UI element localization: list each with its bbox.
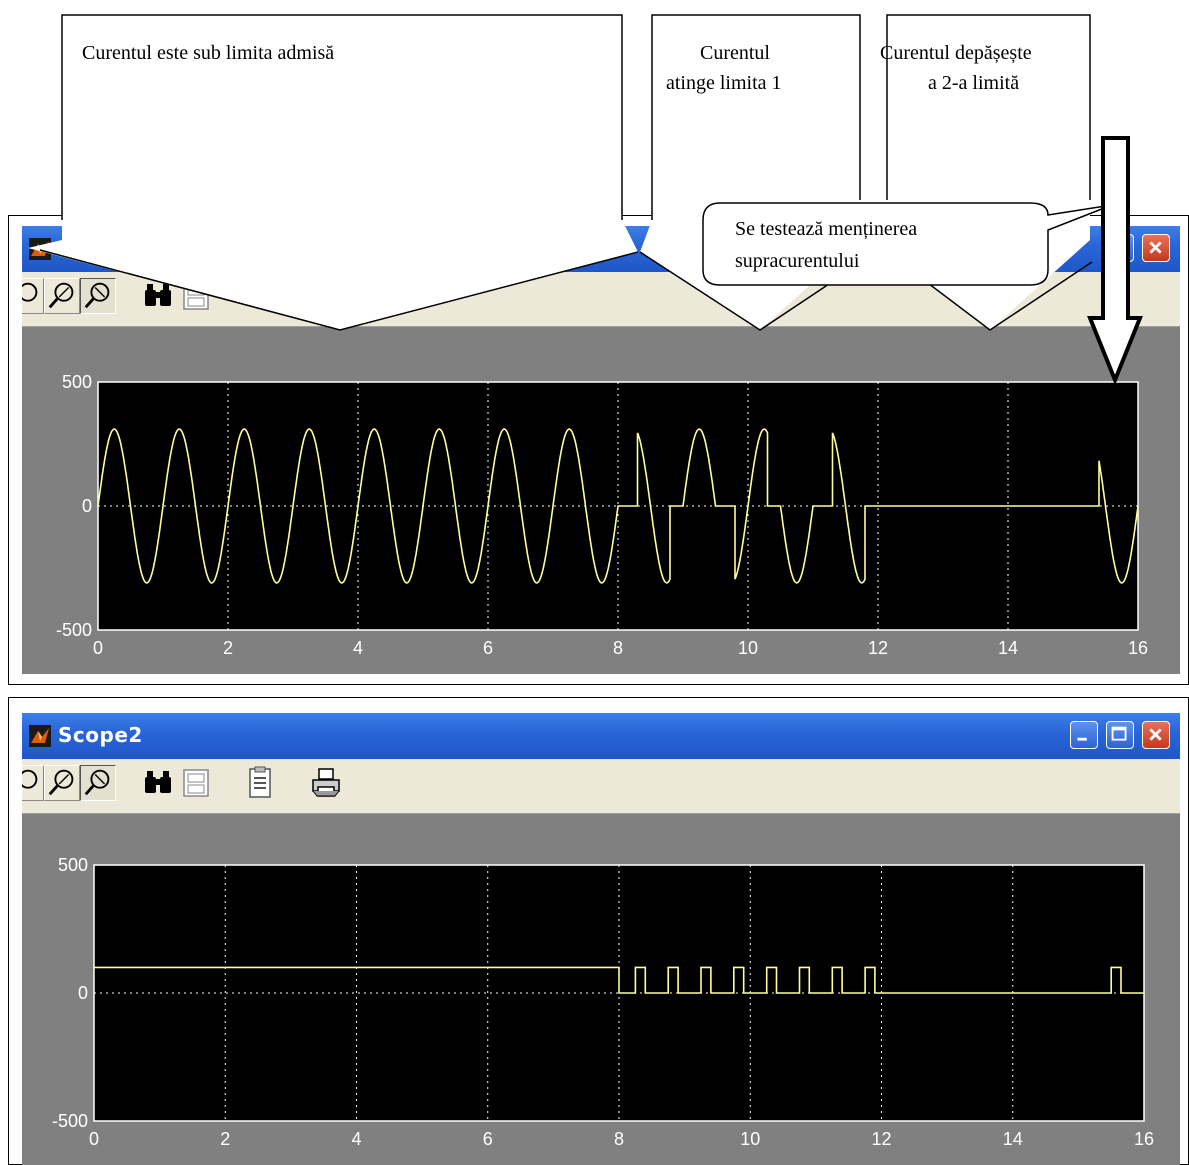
scope1-titlebar[interactable] xyxy=(22,226,1180,272)
minimize-icon xyxy=(1077,737,1087,741)
close-icon xyxy=(1149,241,1162,254)
zoom-button[interactable] xyxy=(22,765,44,801)
annotation-box2-line2: atinge limita 1 xyxy=(666,72,782,94)
minimize-button[interactable] xyxy=(1070,721,1098,749)
zoom-icon xyxy=(22,282,38,302)
x-tick-label: 14 xyxy=(998,638,1018,658)
autoscale-button[interactable] xyxy=(140,765,176,801)
zoom-y-icon xyxy=(84,769,110,796)
save-axes-icon xyxy=(183,769,209,797)
x-tick-label: 10 xyxy=(738,638,758,658)
print-icon xyxy=(312,768,340,797)
x-tick-label: 6 xyxy=(483,1129,493,1149)
x-tick-label: 16 xyxy=(1134,1129,1154,1149)
y-tick-label: -500 xyxy=(56,620,92,640)
y-tick-label: 0 xyxy=(78,983,88,1003)
annotation-box3-line1: Curentul depășește xyxy=(880,42,1032,64)
zoom-y-icon xyxy=(84,282,110,309)
annotation-box2-line1: Curentul xyxy=(700,42,770,64)
print-button[interactable] xyxy=(308,765,344,801)
parameters-button[interactable] xyxy=(242,765,278,801)
x-tick-label: 2 xyxy=(223,638,233,658)
zoom-icon xyxy=(22,769,38,789)
annotation-box1-text: Curentul este sub limita admisă xyxy=(82,42,335,64)
x-tick-label: 10 xyxy=(740,1129,760,1149)
close-button[interactable] xyxy=(1142,721,1170,749)
scope2-window: Scope2 0 2 4 6 8 10 xyxy=(22,713,1180,1165)
zoom-x-icon xyxy=(48,769,74,796)
scope1-window: 0 2 4 6 8 10 12 14 16 500 0 -500 xyxy=(22,226,1180,674)
binoculars-icon xyxy=(145,284,171,306)
minimize-button[interactable] xyxy=(1106,234,1134,262)
y-tick-label: 500 xyxy=(58,855,88,875)
scope1-toolbar xyxy=(22,272,1180,327)
x-tick-label: 4 xyxy=(351,1129,361,1149)
save-axes-button[interactable] xyxy=(178,278,214,314)
x-tick-label: 14 xyxy=(1003,1129,1023,1149)
zoom-x-button[interactable] xyxy=(44,765,80,801)
zoom-x-icon xyxy=(48,282,74,309)
x-tick-label: 12 xyxy=(868,638,888,658)
x-tick-label: 8 xyxy=(614,1129,624,1149)
matlab-logo-icon xyxy=(29,725,51,747)
close-icon xyxy=(1149,728,1162,741)
maximize-button[interactable] xyxy=(1106,721,1134,749)
maximize-icon xyxy=(1111,726,1127,741)
close-button[interactable] xyxy=(1142,234,1170,262)
x-tick-label: 12 xyxy=(871,1129,891,1149)
scope2-trace xyxy=(94,966,1144,994)
y-tick-label: -500 xyxy=(52,1111,88,1131)
callout-line2: supracurentului xyxy=(735,250,860,272)
zoom-button[interactable] xyxy=(22,278,44,314)
scope2-titlebar[interactable]: Scope2 xyxy=(22,713,1180,759)
y-tick-label: 500 xyxy=(62,372,92,392)
x-tick-label: 0 xyxy=(93,638,103,658)
scope2-plot-area: 0 2 4 6 8 10 12 14 16 500 0 -500 xyxy=(22,813,1180,1165)
zoom-y-button[interactable] xyxy=(80,278,116,314)
x-tick-label: 4 xyxy=(353,638,363,658)
scope1-plot-area: 0 2 4 6 8 10 12 14 16 500 0 -500 xyxy=(22,326,1180,674)
save-axes-icon xyxy=(183,282,209,310)
matlab-logo-icon xyxy=(29,238,51,260)
binoculars-icon xyxy=(145,771,171,793)
scope2-toolbar xyxy=(22,759,1180,814)
x-tick-label: 8 xyxy=(613,638,623,658)
window-title: Scope2 xyxy=(58,723,143,747)
y-tick-label: 0 xyxy=(82,496,92,516)
autoscale-button[interactable] xyxy=(140,278,176,314)
x-tick-label: 6 xyxy=(483,638,493,658)
zoom-y-button[interactable] xyxy=(80,765,116,801)
callout-line1: Se testează menținerea xyxy=(735,218,918,240)
annotation-box3-line2: a 2-a limită xyxy=(928,72,1020,94)
parameters-icon xyxy=(249,766,271,798)
x-tick-label: 16 xyxy=(1128,638,1148,658)
x-tick-label: 2 xyxy=(220,1129,230,1149)
scope1-trace xyxy=(97,428,1139,584)
zoom-x-button[interactable] xyxy=(44,278,80,314)
save-axes-button[interactable] xyxy=(178,765,214,801)
x-tick-label: 0 xyxy=(89,1129,99,1149)
